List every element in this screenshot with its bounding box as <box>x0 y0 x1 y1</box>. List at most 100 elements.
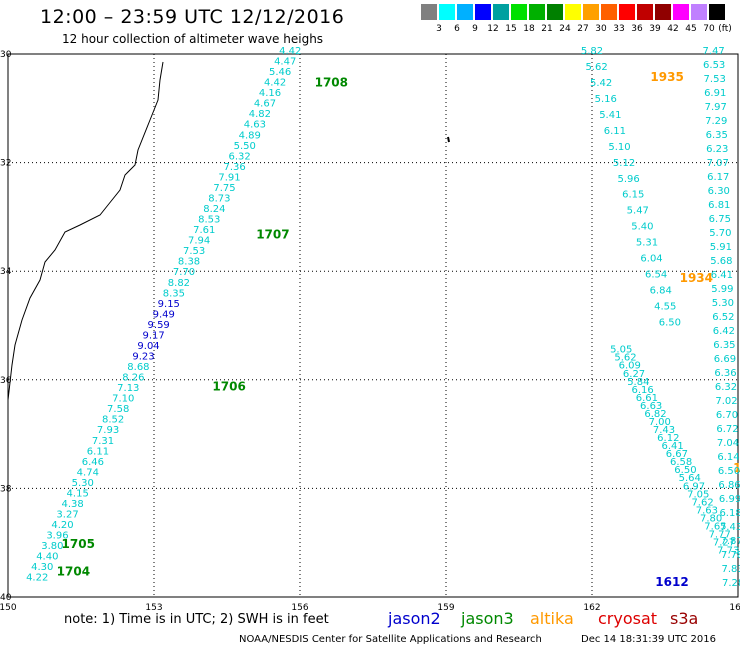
wave-height-value: 8.68 <box>127 362 149 373</box>
wave-height-value: 7.97 <box>705 102 727 113</box>
wave-height-value: 6.09 <box>619 361 641 372</box>
track-time-label: 1708 <box>315 76 348 90</box>
wave-height-value: 8.53 <box>198 215 220 226</box>
wave-height-value: 7.36 <box>223 162 245 173</box>
scale-tick-label: 6 <box>454 24 460 34</box>
wave-height-value: 7.83 <box>721 564 740 575</box>
wave-height-value: 6.12 <box>657 433 679 444</box>
wave-height-value: 5.96 <box>618 174 640 185</box>
wave-height-value: 8.26 <box>122 373 144 384</box>
scale-swatch <box>691 4 707 20</box>
map-frame <box>7 53 739 598</box>
wave-height-value: 5.70 <box>709 228 731 239</box>
scale-tick-label: 27 <box>577 24 589 34</box>
wave-height-value: 5.40 <box>631 222 653 233</box>
scale-tick-label: 21 <box>541 24 553 34</box>
wave-height-value: 7.02 <box>715 396 737 407</box>
wave-height-value: 7.80 <box>700 513 722 524</box>
wave-height-value: 9.49 <box>153 309 175 320</box>
wave-height-value: 5.46 <box>269 67 291 78</box>
track-time-label: 1612 <box>655 575 688 589</box>
track-time-label: 1707 <box>256 228 289 242</box>
wave-height-value: 6.11 <box>604 126 626 137</box>
wave-height-value: 7.93 <box>97 425 119 436</box>
x-tick-label: 159 <box>437 603 454 613</box>
legend-item-jason2: jason2 <box>388 609 441 628</box>
wave-height-value: 8.73 <box>208 193 230 204</box>
wave-height-value: 3.80 <box>41 541 63 552</box>
page-subtitle: 12 hour collection of altimeter wave hei… <box>62 32 324 46</box>
legend-item-cryosat: cryosat <box>598 609 658 628</box>
scale-tick-label: 33 <box>613 24 625 34</box>
scale-swatch <box>601 4 617 20</box>
wave-height-value: 6.61 <box>636 393 658 404</box>
y-tick-label: 32 <box>0 159 11 169</box>
wave-height-value: 8.24 <box>203 204 225 215</box>
scale-swatch <box>619 4 635 20</box>
wave-height-value: 6.16 <box>631 385 653 396</box>
x-tick-label: 156 <box>291 603 308 613</box>
wave-height-value: 9.59 <box>148 320 170 331</box>
wave-height-value: 7.62 <box>691 497 713 508</box>
wave-height-value: 6.04 <box>640 254 662 265</box>
wave-height-value: 5.31 <box>636 238 658 249</box>
wave-height-value: 6.63 <box>640 401 662 412</box>
wave-height-value: 7.07 <box>707 158 729 169</box>
wave-height-value: 4.15 <box>67 488 89 499</box>
wave-height-value: 5.82 <box>581 46 603 57</box>
wave-height-value: 6.35 <box>713 340 735 351</box>
wave-height-value: 7.73 <box>717 546 739 557</box>
wave-height-value: 7.77 <box>709 529 731 540</box>
wave-height-value: 7.91 <box>218 172 240 183</box>
track-time-label: 1935 <box>650 70 683 84</box>
scale-swatch <box>583 4 599 20</box>
wave-height-value: 6.17 <box>707 172 729 183</box>
wave-height-value: 7.87 <box>720 536 740 547</box>
wave-height-value: 4.22 <box>26 573 48 584</box>
track-time-label: 1706 <box>212 380 245 394</box>
island-mark <box>447 136 450 143</box>
wave-height-value: 6.72 <box>716 424 738 435</box>
wave-height-value: 6.23 <box>706 144 728 155</box>
wave-height-value: 5.12 <box>613 158 635 169</box>
wave-height-value: 6.27 <box>623 369 645 380</box>
wave-height-value: 7.75 <box>213 183 235 194</box>
scale-tick-label: 36 <box>631 24 643 34</box>
wave-height-value: 4.82 <box>249 109 271 120</box>
wave-height-value: 7.53 <box>183 246 205 257</box>
scale-swatch <box>637 4 653 20</box>
wave-height-value: 6.32 <box>715 382 737 393</box>
wave-height-value: 9.23 <box>132 351 154 362</box>
wave-height-value: 6.50 <box>674 465 696 476</box>
wave-height-value: 3.96 <box>46 531 68 542</box>
scale-swatch <box>547 4 563 20</box>
scale-tick-label: 3 <box>436 24 442 34</box>
scale-tick-label: 30 <box>595 24 607 34</box>
wave-height-value: 4.74 <box>77 467 99 478</box>
wave-height-value: 6.36 <box>714 368 736 379</box>
wave-height-value: 7.58 <box>107 404 129 415</box>
scale-swatch <box>511 4 527 20</box>
y-tick-label: 38 <box>0 484 12 494</box>
scale-swatch <box>565 4 581 20</box>
wave-height-value: 6.53 <box>703 60 725 71</box>
wave-height-value: 4.38 <box>61 499 83 510</box>
scale-swatch <box>493 4 509 20</box>
track-time-label: 1934 <box>680 271 713 285</box>
wave-height-value: 5.16 <box>595 94 617 105</box>
wave-height-value: 4.42 <box>264 78 286 89</box>
scale-swatch <box>655 4 671 20</box>
wave-height-value: 6.35 <box>706 130 728 141</box>
wave-height-value: 6.75 <box>709 214 731 225</box>
wave-height-value: 6.14 <box>717 452 739 463</box>
scale-swatch <box>439 4 455 20</box>
scale-tick-label: 70 <box>703 24 715 34</box>
wave-height-value: 5.47 <box>627 206 649 217</box>
wave-height-value: 4.89 <box>239 130 261 141</box>
scale-swatch <box>475 4 491 20</box>
wave-height-value: 8.82 <box>168 278 190 289</box>
scale-tick-label: 24 <box>559 24 571 34</box>
x-tick-label: 150 <box>0 603 17 613</box>
wave-height-value: 4.40 <box>36 552 58 563</box>
wave-height-value: 4.63 <box>244 120 266 131</box>
